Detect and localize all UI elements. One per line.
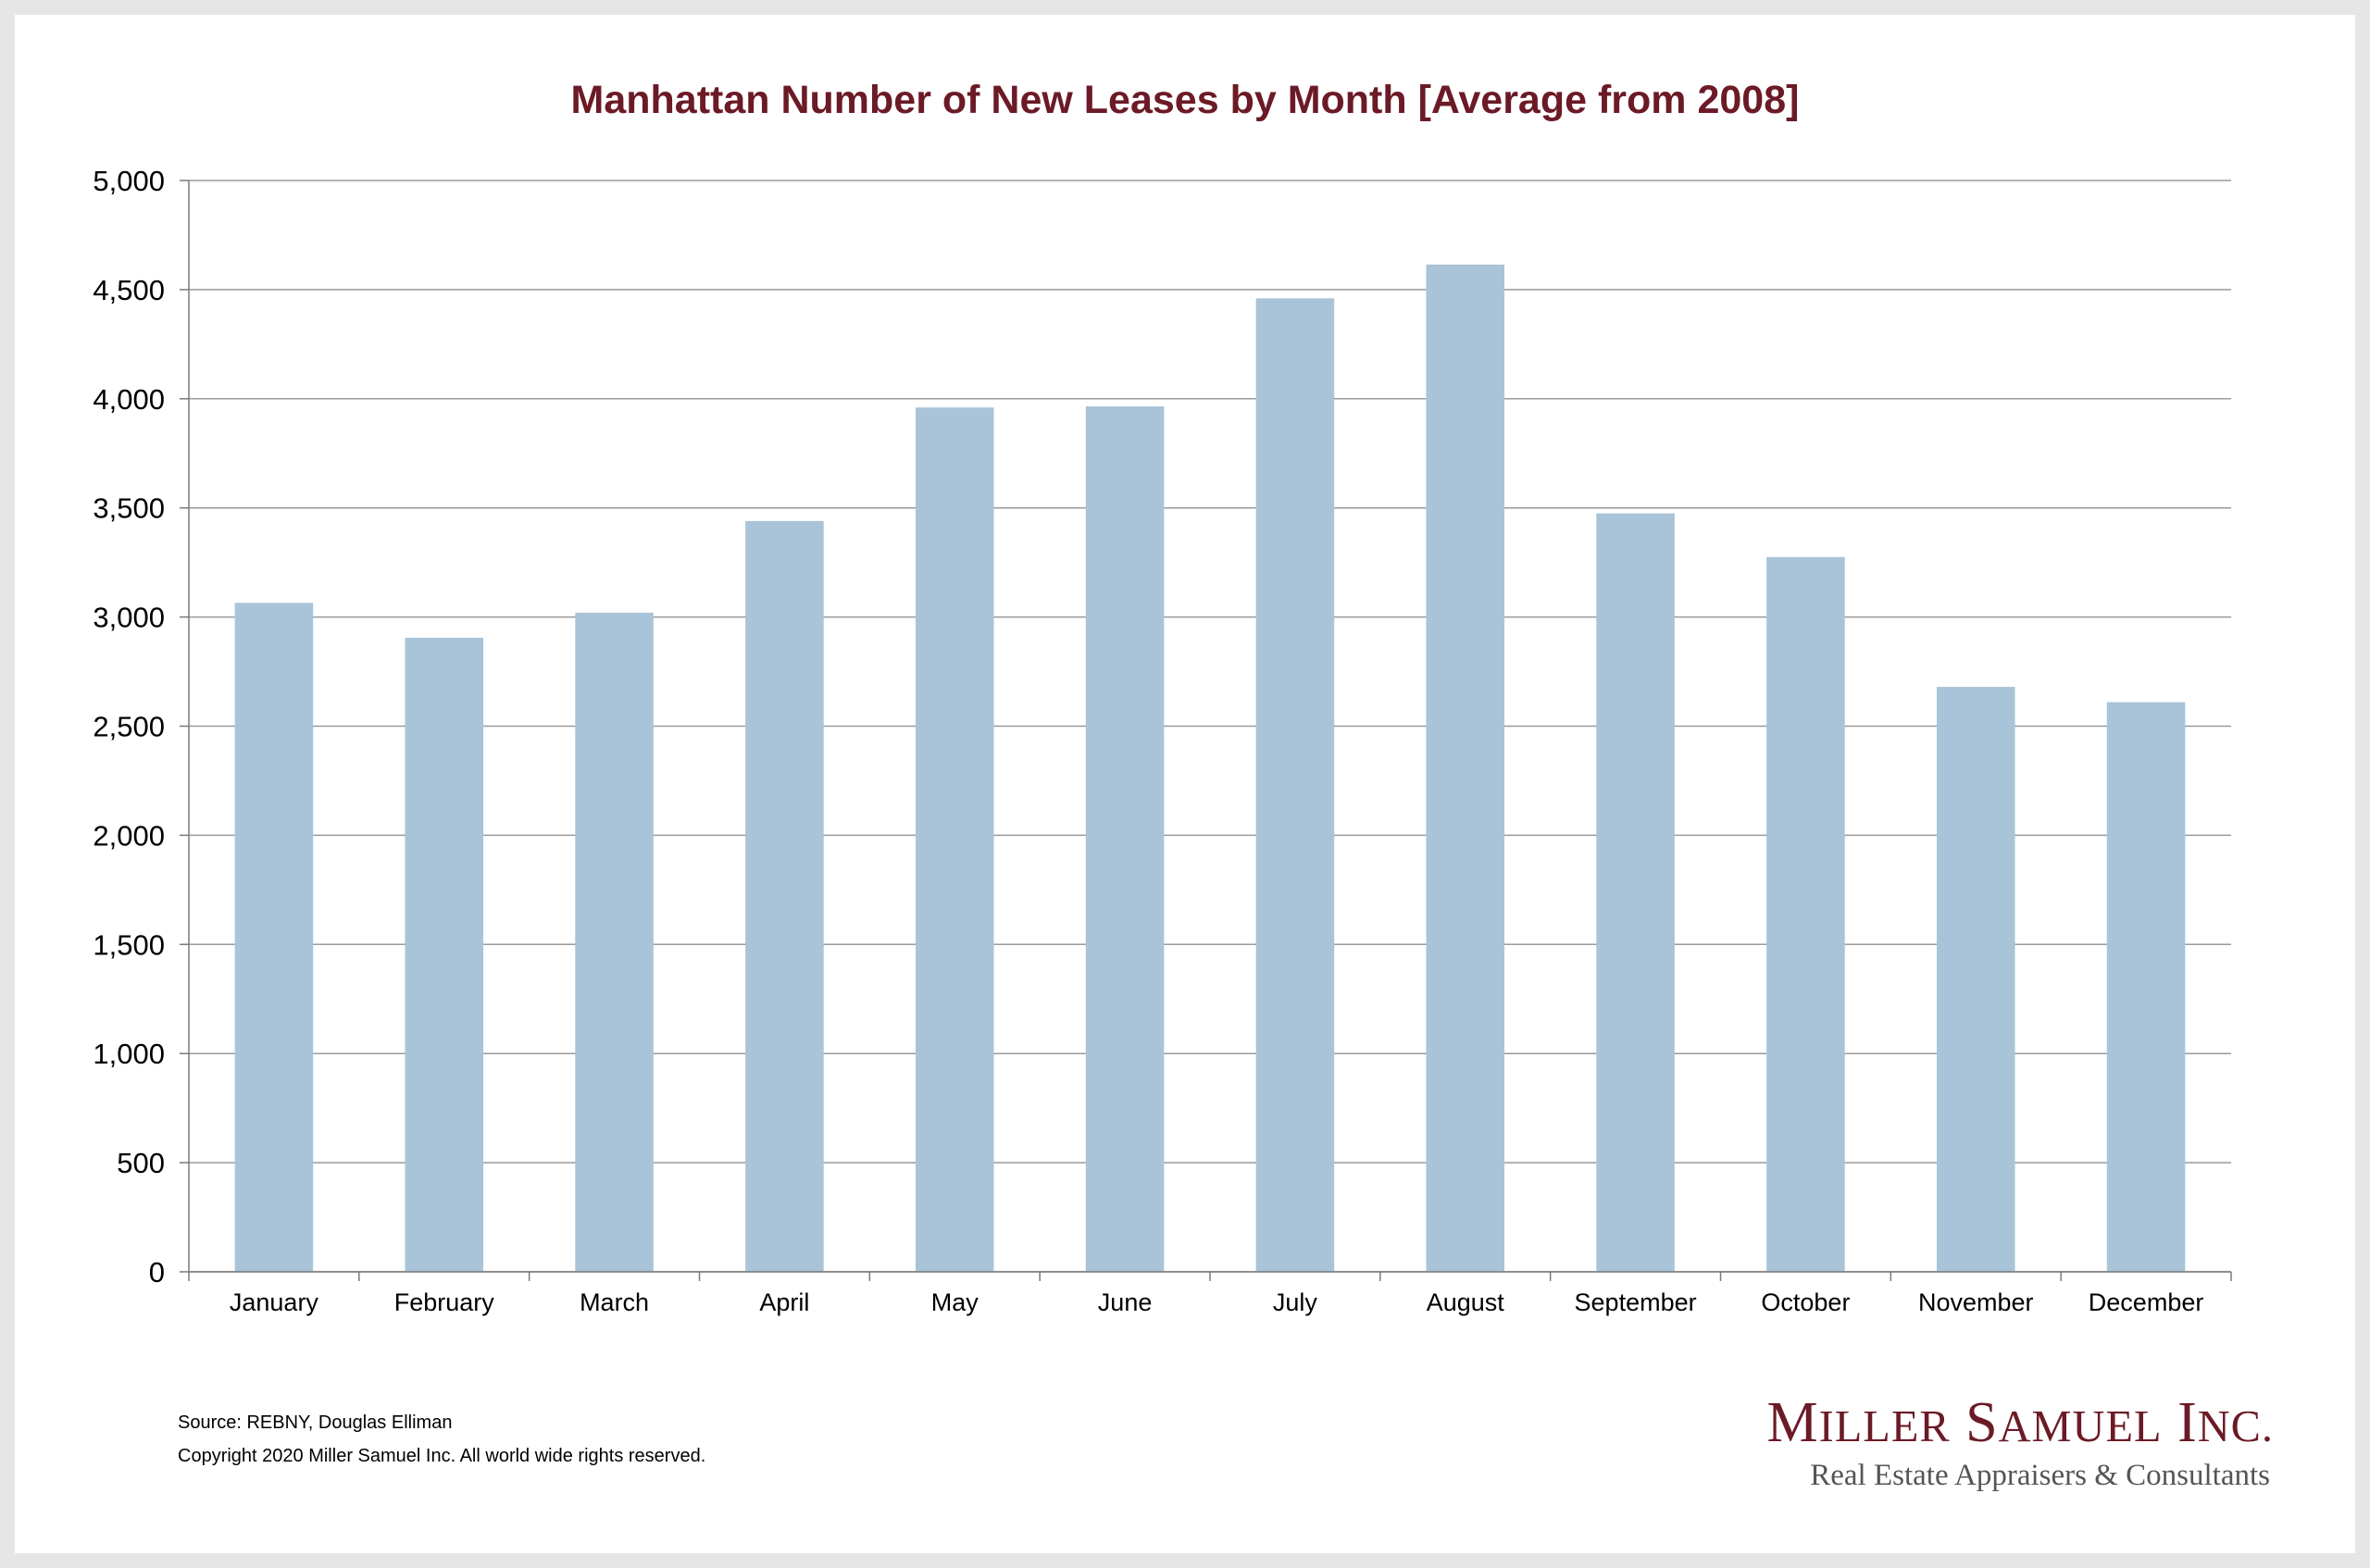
x-tick-label: January xyxy=(230,1288,319,1316)
copyright-note: Copyright 2020 Miller Samuel Inc. All wo… xyxy=(178,1446,706,1466)
x-tick-label: February xyxy=(394,1288,495,1316)
bar-june xyxy=(1085,406,1165,1273)
bar-may xyxy=(915,407,994,1272)
y-tick-label: 0 xyxy=(149,1256,165,1288)
y-tick-label: 2,500 xyxy=(93,711,165,743)
y-tick-label: 3,500 xyxy=(93,492,165,525)
x-tick-label: June xyxy=(1098,1288,1153,1316)
x-tick-label: April xyxy=(759,1288,809,1316)
y-tick-label: 1,500 xyxy=(93,928,165,961)
y-tick-label: 2,000 xyxy=(93,819,165,852)
chart-title: Manhattan Number of New Leases by Month … xyxy=(570,78,1800,122)
bar-april xyxy=(745,520,824,1272)
bar-september xyxy=(1596,513,1675,1272)
bar-february xyxy=(405,638,484,1272)
x-tick-label: March xyxy=(580,1288,649,1316)
bar-november xyxy=(1936,687,2015,1272)
x-tick-label: September xyxy=(1575,1288,1697,1316)
bar-march xyxy=(575,612,654,1272)
bar-december xyxy=(2106,702,2186,1272)
y-tick-label: 4,000 xyxy=(93,383,165,416)
brand-tagline: Real Estate Appraisers & Consultants xyxy=(1810,1459,2270,1492)
x-tick-label: December xyxy=(2089,1288,2204,1316)
x-tick-label: November xyxy=(1918,1288,2034,1316)
bar-july xyxy=(1255,298,1335,1272)
bar-august xyxy=(1426,264,1505,1273)
y-tick-label: 1,000 xyxy=(93,1038,165,1070)
y-tick-label: 3,000 xyxy=(93,602,165,634)
y-tick-label: 5,000 xyxy=(93,165,165,197)
chart-plot: 0 500 1,000 1,500 2,000 2,500 3,000 3,500 4,000 4… xyxy=(93,165,2232,1316)
x-tick-label: May xyxy=(931,1288,979,1316)
bar-october xyxy=(1766,556,1845,1272)
chart-frame: Manhattan Number of New Leases by Month … xyxy=(15,15,2355,1553)
x-tick-label: July xyxy=(1273,1288,1318,1316)
y-tick-label: 500 xyxy=(117,1147,165,1179)
brand-logo-name: MILLER SAMUEL INC. xyxy=(1766,1391,2274,1454)
x-tick-label: August xyxy=(1427,1288,1505,1316)
x-tick-label: October xyxy=(1761,1288,1850,1316)
source-note: Source: REBNY, Douglas Elliman xyxy=(178,1412,453,1433)
y-tick-label: 4,500 xyxy=(93,274,165,306)
bar-january xyxy=(234,603,314,1272)
